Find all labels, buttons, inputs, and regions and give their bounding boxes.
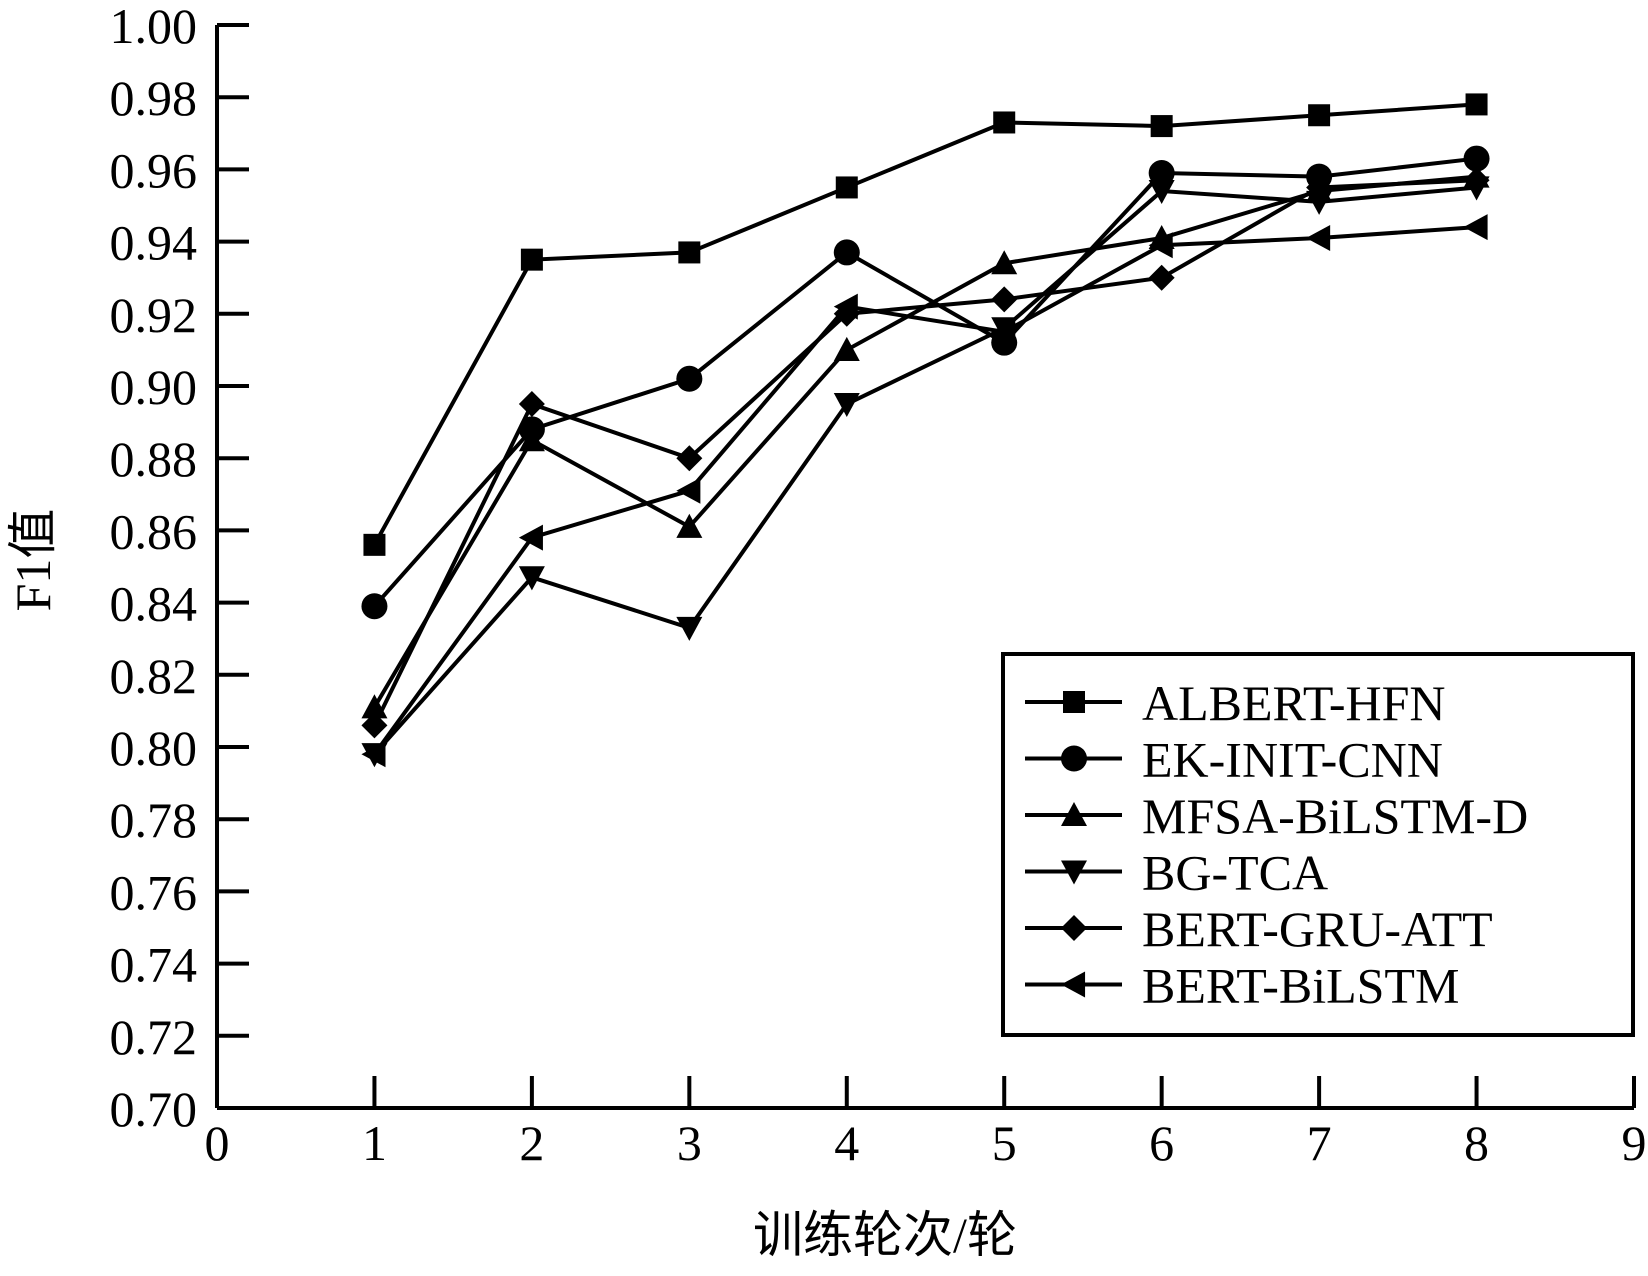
plot-marks — [361, 93, 1490, 768]
data-point-bg-tca — [833, 393, 860, 418]
data-point-bg-tca — [676, 616, 703, 641]
y-tick-label: 0.92 — [110, 287, 198, 343]
y-tick-label: 0.72 — [110, 1009, 198, 1065]
data-point-bert-bilstm — [676, 477, 701, 504]
data-point-bert-gru-att — [361, 712, 388, 739]
data-point-ek-init-cnn — [1463, 145, 1490, 172]
legend-label: BERT-BiLSTM — [1142, 958, 1459, 1014]
data-point-bert-bilstm — [991, 318, 1016, 345]
data-point-ek-init-cnn — [1148, 160, 1175, 187]
data-point-ek-init-cnn — [833, 239, 860, 266]
data-point-bert-gru-att — [1306, 174, 1333, 201]
legend-label: EK-INIT-CNN — [1142, 732, 1443, 788]
legend-label: ALBERT-HFN — [1142, 675, 1446, 731]
x-tick-label: 7 — [1307, 1115, 1332, 1171]
x-tick-label: 1 — [362, 1115, 387, 1171]
data-point-bert-gru-att — [1463, 167, 1490, 194]
data-point-bert-gru-att — [676, 445, 703, 472]
y-tick-label: 1.00 — [110, 0, 198, 54]
data-point-bert-bilstm — [361, 741, 386, 768]
data-point-albert-hfn — [993, 111, 1016, 134]
legend-box — [1001, 652, 1635, 1037]
data-point-bert-gru-att — [991, 286, 1018, 313]
legend-marker — [1061, 860, 1087, 885]
y-tick-label: 0.82 — [110, 648, 198, 704]
series-line-bg-tca — [372, 185, 1477, 756]
data-point-mfsa-bilstm-d — [518, 427, 545, 452]
data-point-bert-bilstm — [518, 524, 543, 551]
series-line-bert-bilstm — [372, 225, 1477, 756]
y-tick-label: 0.94 — [110, 215, 198, 271]
y-tick-label: 0.90 — [110, 359, 198, 415]
x-tick-label: 2 — [519, 1115, 544, 1171]
legend-label: BG-TCA — [1142, 845, 1328, 901]
legend-label: BERT-GRU-ATT — [1142, 901, 1493, 957]
series-line-ek-init-cnn — [372, 156, 1477, 608]
data-point-mfsa-bilstm-d — [991, 250, 1018, 275]
y-tick-label: 0.84 — [110, 576, 198, 632]
data-point-albert-hfn — [363, 533, 386, 556]
data-point-mfsa-bilstm-d — [676, 513, 703, 538]
axes: 0.70 0.72 0.74 0.76 0.78 0.80 0.82 0.84 0.86 0.88… — [110, 0, 1647, 1171]
data-point-bert-bilstm — [1148, 232, 1173, 259]
data-point-albert-hfn — [1308, 104, 1331, 127]
data-point-bert-bilstm — [1306, 224, 1331, 251]
x-tick-label: 5 — [992, 1115, 1017, 1171]
data-point-mfsa-bilstm-d — [833, 336, 860, 361]
data-point-albert-hfn — [1465, 93, 1488, 116]
data-point-albert-hfn — [835, 176, 858, 199]
legend-marker — [1061, 802, 1087, 827]
data-point-bert-gru-att — [1148, 264, 1175, 291]
y-tick-label: 0.98 — [110, 70, 198, 126]
data-point-albert-hfn — [678, 241, 701, 264]
y-tick-label: 0.88 — [110, 431, 198, 487]
legend-label: MFSA-BiLSTM-D — [1142, 788, 1528, 844]
data-point-bert-bilstm — [833, 293, 858, 320]
data-point-bert-gru-att — [518, 391, 545, 418]
data-point-ek-init-cnn — [676, 365, 703, 392]
legend-marker — [1061, 745, 1087, 772]
x-tick-label: 9 — [1622, 1115, 1647, 1171]
y-tick-label: 0.78 — [110, 792, 198, 848]
x-axis-title: 训练轮次/轮 — [753, 1207, 1017, 1263]
legend-marker — [1061, 971, 1086, 998]
y-tick-label: 0.96 — [110, 142, 198, 198]
data-point-albert-hfn — [520, 248, 543, 271]
x-tick-label: 4 — [834, 1115, 859, 1171]
legend-marker — [1063, 691, 1085, 713]
legend: ALBERT-HFNEK-INIT-CNNMFSA-BiLSTM-DBG-TCA… — [1001, 652, 1635, 1037]
legend-marker — [1061, 915, 1087, 941]
x-tick-label: 8 — [1464, 1115, 1489, 1171]
y-axis-title: F1值 — [5, 509, 61, 612]
series-line-albert-hfn — [372, 102, 1477, 546]
data-point-ek-init-cnn — [361, 593, 388, 620]
data-point-bg-tca — [1306, 190, 1333, 215]
data-point-bg-tca — [518, 566, 545, 591]
data-point-bert-bilstm — [1463, 214, 1488, 241]
series-line-bert-gru-att — [372, 178, 1477, 727]
y-tick-label: 0.86 — [110, 503, 198, 559]
y-tick-label: 0.80 — [110, 720, 198, 776]
y-tick-label: 0.74 — [110, 937, 198, 993]
x-tick-label: 6 — [1149, 1115, 1174, 1171]
x-tick-label: 3 — [677, 1115, 702, 1171]
data-point-bg-tca — [1148, 180, 1175, 205]
y-tick-label: 0.76 — [110, 864, 198, 920]
x-tick-label: 0 — [205, 1115, 230, 1171]
y-tick-label: 0.70 — [110, 1081, 198, 1137]
data-point-albert-hfn — [1150, 115, 1173, 138]
